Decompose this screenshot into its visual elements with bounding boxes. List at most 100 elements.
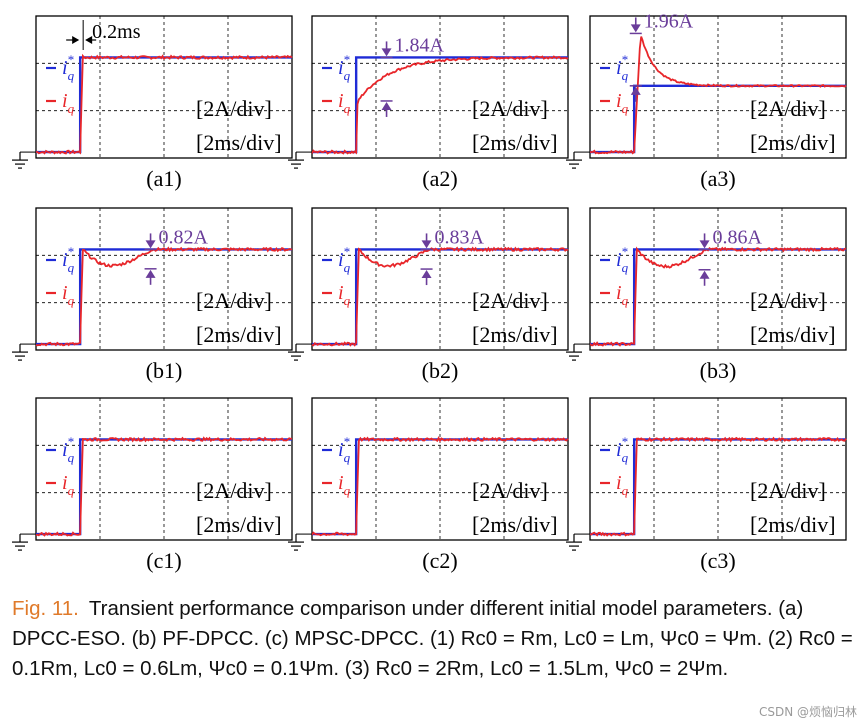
legend-reference-sup: *	[343, 52, 350, 67]
annotation-arrowhead-down	[421, 240, 432, 249]
annotation-arrowhead-down	[699, 240, 710, 249]
legend-reference-sub: q	[344, 450, 351, 465]
legend-measured-sub: q	[68, 293, 75, 308]
scale-current-label: [2A/div]	[472, 478, 548, 503]
subplot-title: (c3)	[700, 548, 735, 573]
legend-measured-label: iq	[616, 472, 629, 498]
annotation-arrowhead-down	[145, 240, 156, 249]
annotation-arrowhead-down	[381, 48, 392, 57]
legend-measured-label: iq	[62, 472, 75, 498]
chart-c2: iq* iq [2A/div] [2ms/div] (c2)	[288, 397, 569, 573]
scale-current-label: [2A/div]	[750, 96, 826, 121]
legend-measured-label: iq	[338, 90, 351, 116]
scale-time-label: [2ms/div]	[196, 130, 282, 155]
scale-current-label: [2A/div]	[750, 478, 826, 503]
legend-reference-sup: *	[621, 434, 628, 449]
scale-time-label: [2ms/div]	[750, 512, 836, 537]
time-marker-arrowhead	[85, 36, 93, 44]
legend-reference-sup: *	[67, 244, 74, 259]
caption-text: Transient performance comparison under d…	[12, 597, 853, 680]
legend-reference-sub: q	[344, 260, 351, 275]
dynamic-error-label: 1.96A	[644, 10, 694, 32]
legend-reference-label: iq*	[62, 52, 75, 83]
legend-reference-sup: *	[621, 244, 628, 259]
legend-reference-label: iq*	[338, 52, 351, 83]
subplot-title: (a2)	[422, 166, 457, 191]
legend-reference-label: iq*	[338, 434, 351, 465]
measured-trace	[589, 36, 847, 155]
legend-reference-sup: *	[621, 52, 628, 67]
legend-measured-sub: q	[344, 483, 351, 498]
dynamic-error-label: 0.83A	[435, 226, 485, 248]
scale-time-label: [2ms/div]	[196, 512, 282, 537]
annotation-arrowhead-up	[630, 86, 641, 95]
scale-current-label: [2A/div]	[196, 478, 272, 503]
chart-b2: iq* iq [2A/div] [2ms/div] (b2) 0.83A	[288, 207, 569, 383]
legend-reference-sub: q	[68, 450, 75, 465]
legend-measured-sub: q	[622, 483, 629, 498]
measured-trace	[35, 436, 293, 537]
scale-current-label: [2A/div]	[472, 96, 548, 121]
legend-reference-label: iq*	[616, 434, 629, 465]
subplot-title: (c1)	[146, 548, 181, 573]
legend-reference-sup: *	[67, 52, 74, 67]
legend-reference-label: iq*	[616, 52, 629, 83]
subplot-title: (b1)	[146, 358, 183, 383]
measured-trace	[311, 55, 569, 155]
chart-a1: iq* iq [2A/div] [2ms/div] (a1) 0.2ms	[12, 15, 293, 191]
legend-reference-sub: q	[622, 260, 629, 275]
dynamic-error-label: 0.86A	[713, 226, 763, 248]
annotation-arrowhead-up	[145, 269, 156, 278]
scale-time-label: [2ms/div]	[750, 130, 836, 155]
legend-measured-sub: q	[344, 101, 351, 116]
scale-time-label: [2ms/div]	[196, 322, 282, 347]
caption-label: Fig. 11.	[12, 597, 79, 620]
legend-reference-label: iq*	[338, 244, 351, 275]
chart-a3: iq* iq [2A/div] [2ms/div] (a3) 1.96A	[566, 10, 847, 191]
dynamic-error-label: 0.82A	[159, 226, 209, 248]
legend-measured-label: iq	[62, 282, 75, 308]
chart-b3: iq* iq [2A/div] [2ms/div] (b3) 0.86A	[566, 207, 847, 383]
measured-trace	[35, 246, 293, 347]
subplot-title: (a1)	[146, 166, 181, 191]
watermark: CSDN @烦恼归林	[758, 705, 857, 719]
legend-measured-sub: q	[68, 483, 75, 498]
legend-measured-sub: q	[344, 293, 351, 308]
chart-b1: iq* iq [2A/div] [2ms/div] (b1) 0.82A	[12, 207, 293, 383]
legend-reference-sub: q	[68, 68, 75, 83]
legend-measured-sub: q	[622, 101, 629, 116]
legend-reference-label: iq*	[62, 434, 75, 465]
legend-reference-sub: q	[344, 68, 351, 83]
chart-a2: iq* iq [2A/div] [2ms/div] (a2) 1.84A	[288, 15, 569, 191]
scale-current-label: [2A/div]	[196, 96, 272, 121]
legend-reference-sup: *	[67, 434, 74, 449]
subplot-title: (b3)	[700, 358, 737, 383]
legend-measured-label: iq	[62, 90, 75, 116]
scale-current-label: [2A/div]	[750, 288, 826, 313]
dynamic-error-label: 1.84A	[395, 34, 445, 56]
annotation-arrowhead-up	[421, 270, 432, 279]
subplot-title: (c2)	[422, 548, 457, 573]
legend-reference-label: iq*	[62, 244, 75, 275]
legend-measured-label: iq	[338, 472, 351, 498]
annotation-arrowhead-down	[630, 24, 641, 33]
legend-reference-sup: *	[343, 244, 350, 259]
figure-caption: Fig. 11. Transient performance comparison…	[12, 594, 857, 684]
measured-trace	[311, 246, 569, 347]
legend-measured-label: iq	[616, 282, 629, 308]
legend-reference-sub: q	[622, 450, 629, 465]
scale-time-label: [2ms/div]	[472, 512, 558, 537]
time-annotation-label: 0.2ms	[92, 21, 141, 43]
legend-reference-sub: q	[622, 68, 629, 83]
subplot-title: (b2)	[422, 358, 459, 383]
legend-measured-sub: q	[622, 293, 629, 308]
time-marker-arrowhead	[72, 36, 80, 44]
legend-measured-sub: q	[68, 101, 75, 116]
legend-measured-label: iq	[338, 282, 351, 308]
annotation-arrowhead-up	[381, 101, 392, 110]
measured-trace	[35, 53, 293, 155]
legend-reference-label: iq*	[616, 244, 629, 275]
subplot-title: (a3)	[700, 166, 735, 191]
measured-trace	[311, 435, 569, 537]
